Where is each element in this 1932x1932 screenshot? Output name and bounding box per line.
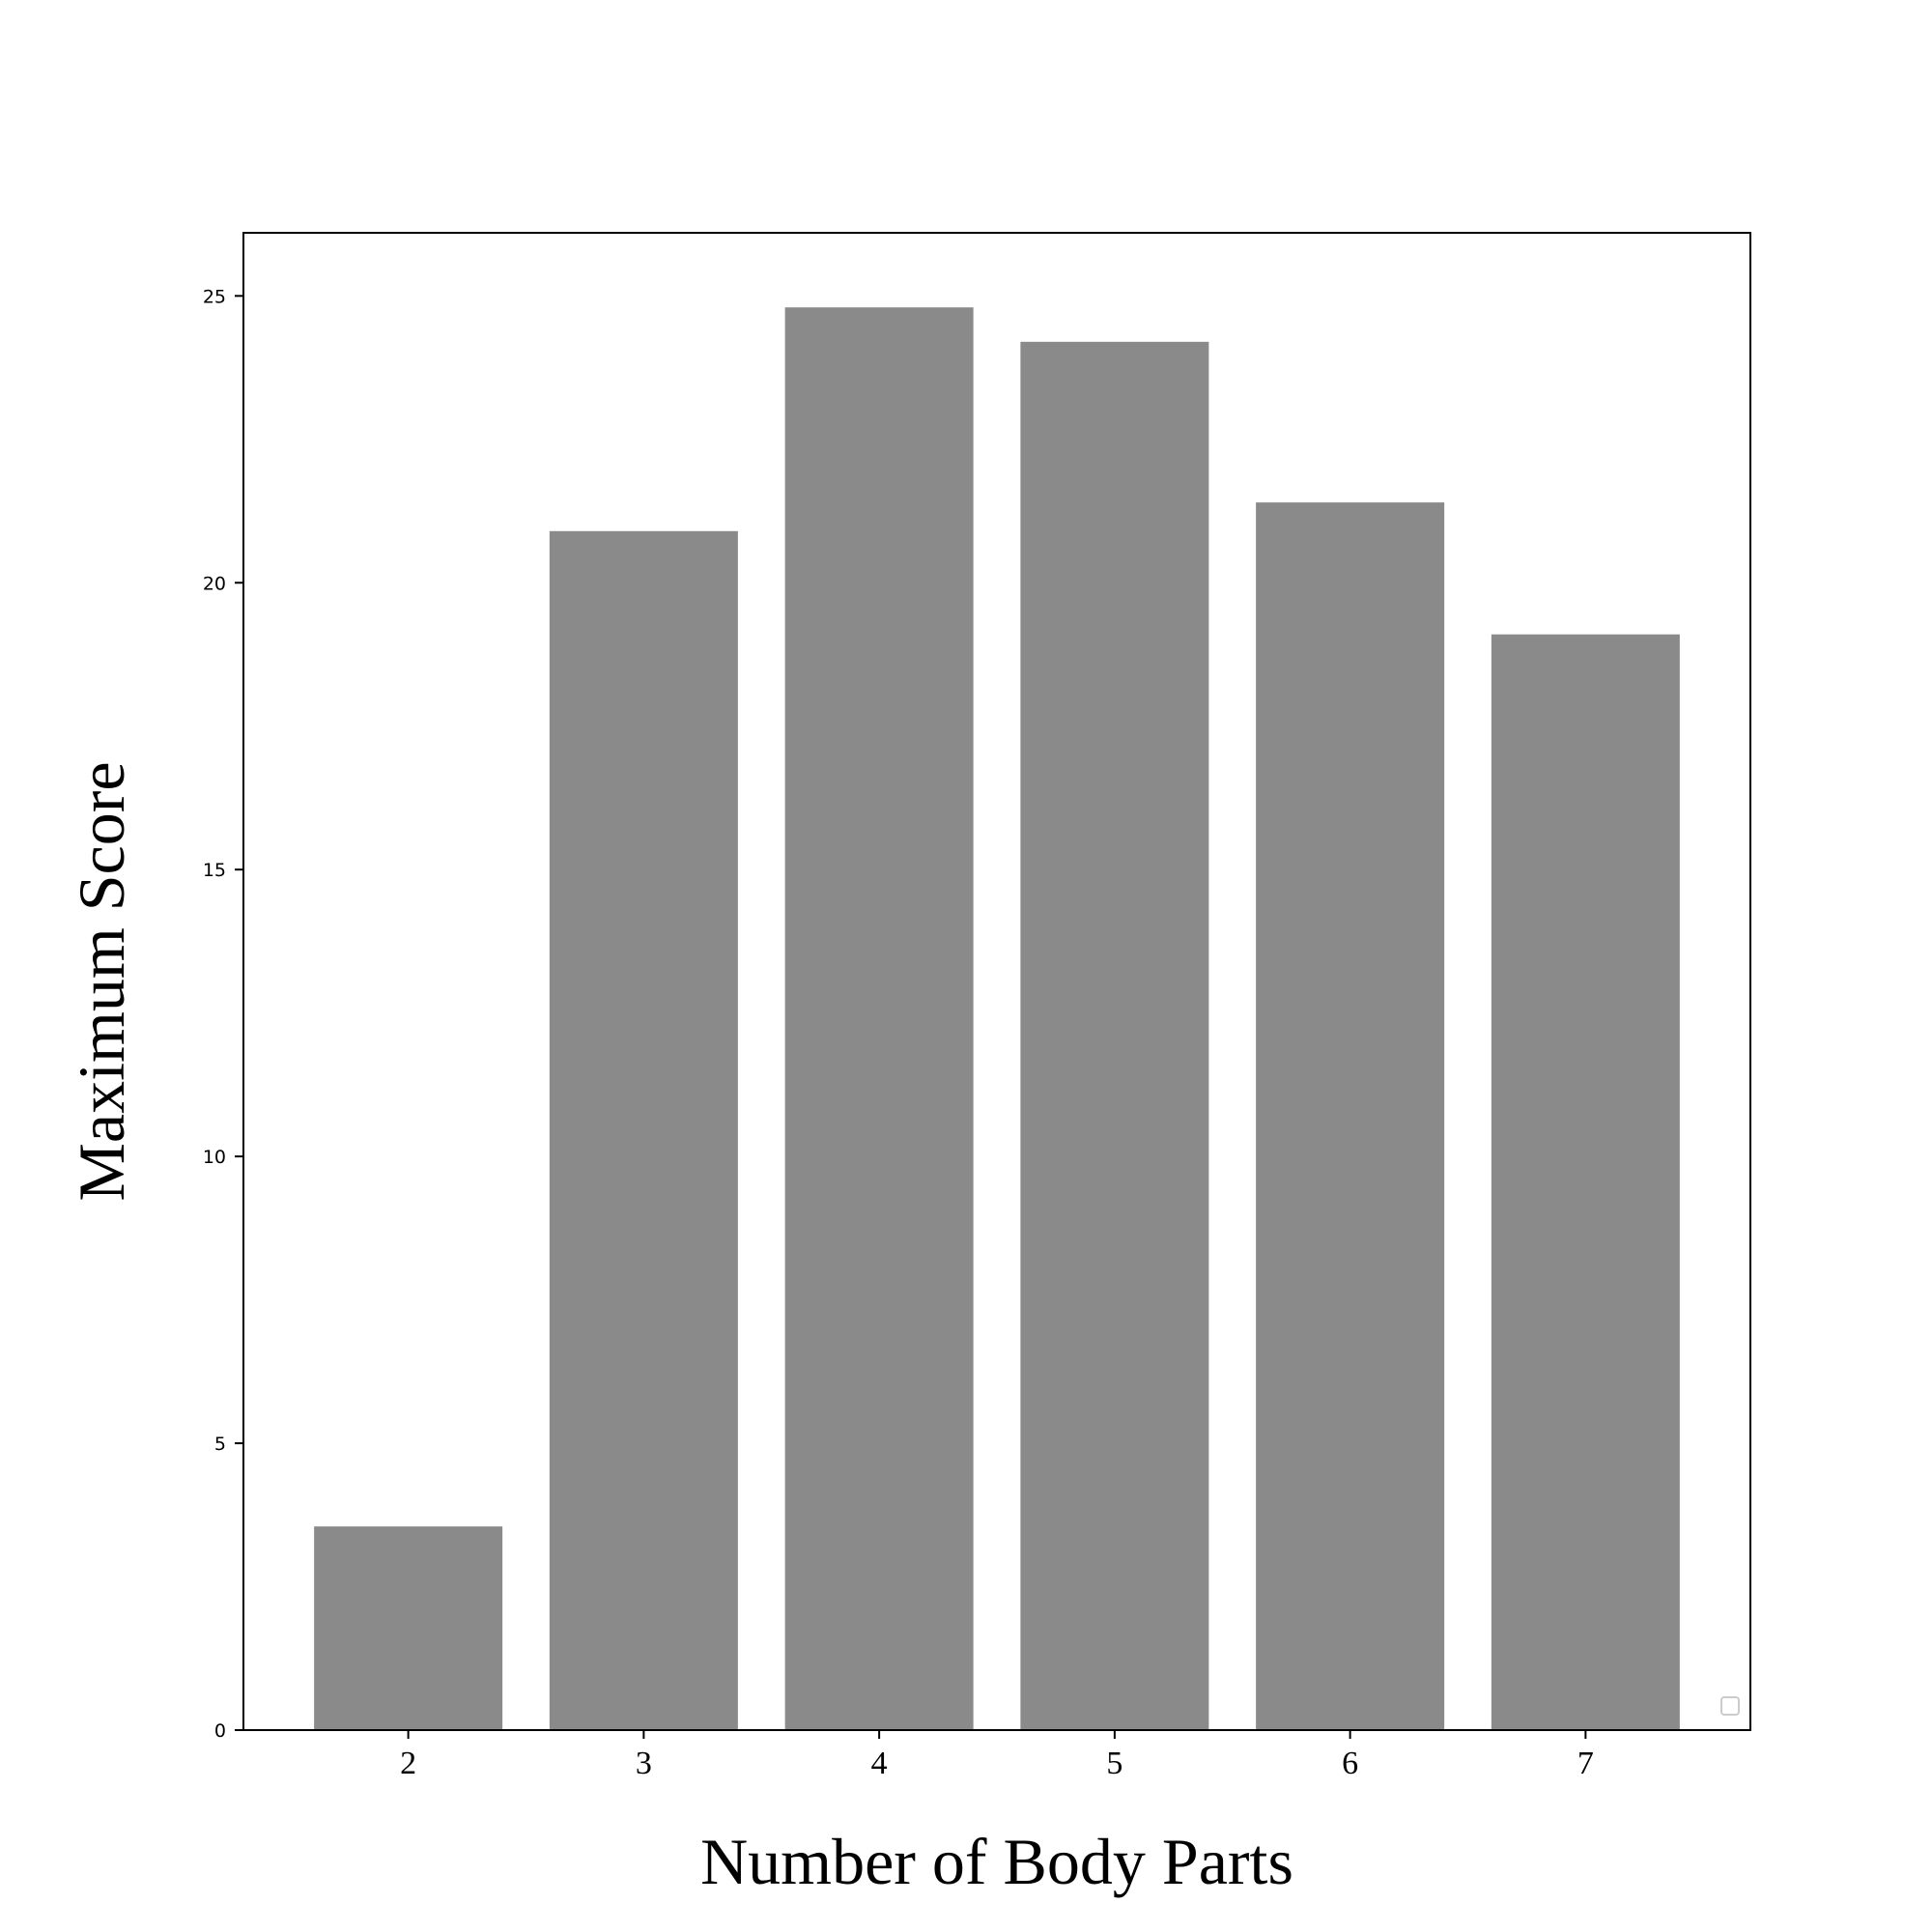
bar-2 (314, 1526, 503, 1730)
x-axis: 2 3 4 5 6 7 (400, 1730, 1594, 1781)
y-tick-label-15: 15 (203, 860, 226, 881)
x-tick-label-2: 2 (400, 1746, 416, 1781)
x-tick-label-6: 6 (1342, 1746, 1358, 1781)
x-tick-label-3: 3 (636, 1746, 652, 1781)
x-tick-label-4: 4 (871, 1746, 888, 1781)
plot-frame (242, 232, 1751, 1731)
bar-6 (1256, 502, 1445, 1730)
y-tick-label-25: 25 (203, 286, 226, 307)
x-tick-label-5: 5 (1106, 1746, 1122, 1781)
legend-box (1720, 1696, 1740, 1716)
x-tick-label-7: 7 (1577, 1746, 1594, 1781)
y-tick-label-0: 0 (214, 1720, 226, 1742)
y-tick-label-10: 10 (203, 1147, 226, 1168)
bar-7 (1491, 634, 1680, 1731)
y-axis: 0 5 10 15 20 25 (203, 286, 243, 1742)
y-tick-label-20: 20 (203, 573, 226, 594)
x-axis-label: Number of Body Parts (700, 1825, 1293, 1898)
bar-3 (549, 530, 738, 1730)
bar-5 (1020, 341, 1209, 1731)
y-axis-label: Maximum Score (65, 761, 138, 1201)
y-tick-label-5: 5 (214, 1434, 226, 1455)
bars-group (314, 307, 1680, 1731)
bar-4 (784, 307, 974, 1730)
